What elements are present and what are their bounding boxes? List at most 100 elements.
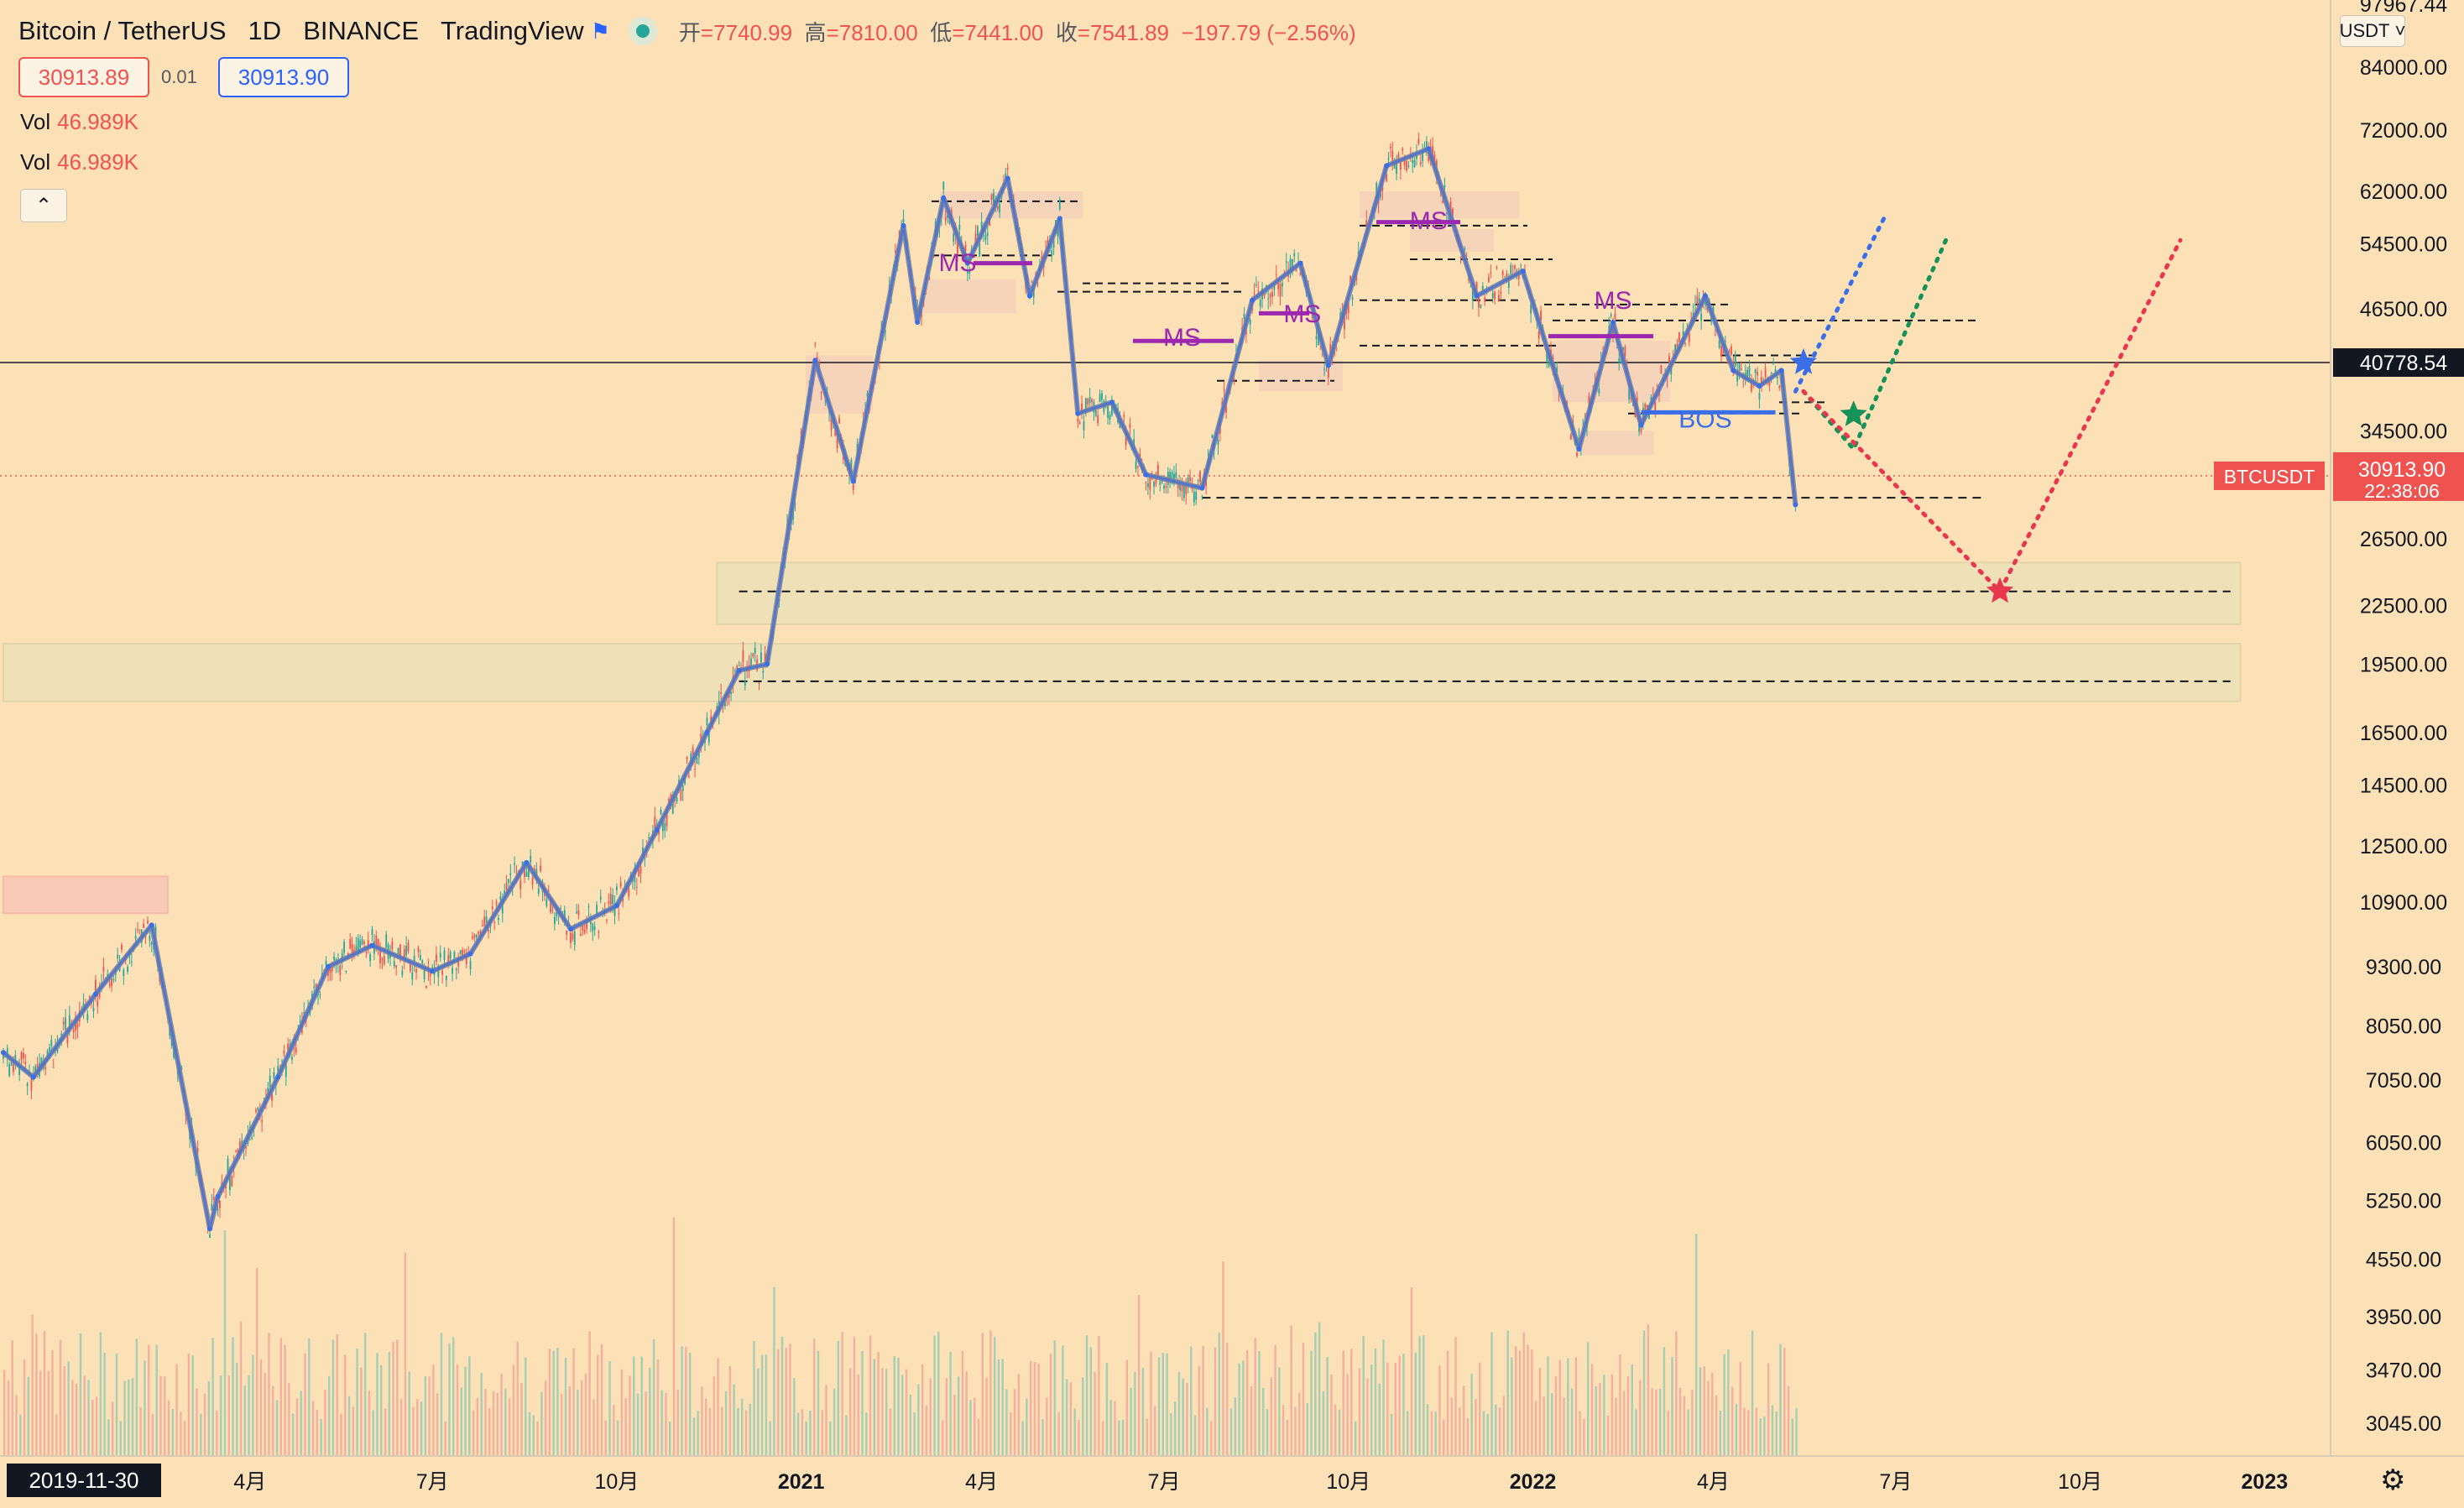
volume-bar bbox=[448, 1343, 451, 1455]
candle-body bbox=[40, 1057, 43, 1065]
volume-bar bbox=[629, 1375, 631, 1455]
volume-bar bbox=[572, 1348, 575, 1455]
volume-bar bbox=[1723, 1354, 1725, 1455]
volume-bar bbox=[1350, 1349, 1353, 1455]
candle-body bbox=[130, 961, 133, 963]
volume-bar bbox=[1506, 1330, 1509, 1455]
chevron-up-icon[interactable]: ⌃ bbox=[20, 189, 67, 222]
volume-bar bbox=[1655, 1389, 1657, 1455]
volume-bar bbox=[352, 1406, 355, 1455]
candle-body bbox=[1628, 385, 1631, 400]
symbol-name[interactable]: Bitcoin / TetherUS bbox=[18, 16, 227, 45]
candle-body bbox=[1285, 261, 1287, 263]
flag-icon[interactable]: ⚑ bbox=[590, 18, 610, 44]
candle-body bbox=[613, 903, 616, 916]
crosshair-price-badge bbox=[2333, 348, 2464, 378]
gear-icon[interactable]: ⚙ bbox=[2380, 1464, 2406, 1496]
candle-body bbox=[1109, 415, 1111, 420]
time-tick-label: 10月 bbox=[595, 1470, 639, 1494]
ms-label: MS bbox=[1410, 207, 1448, 235]
currency-selector[interactable]: USDT ˅ bbox=[2340, 15, 2405, 47]
volume-bar bbox=[1683, 1396, 1686, 1455]
star-icon bbox=[1986, 577, 2014, 603]
volume-bar bbox=[79, 1333, 82, 1455]
volume-bar bbox=[713, 1376, 715, 1455]
candle-body bbox=[238, 1141, 241, 1152]
candle-body bbox=[1402, 149, 1404, 151]
candle-body bbox=[979, 243, 981, 257]
candle-body bbox=[547, 890, 550, 891]
candle-body bbox=[720, 692, 723, 694]
bos-label: BOS bbox=[1678, 405, 1731, 433]
volume-bar bbox=[913, 1412, 916, 1455]
candle-body bbox=[957, 240, 958, 254]
volume-bar bbox=[1105, 1363, 1109, 1455]
candle-body bbox=[331, 964, 333, 972]
candle-body bbox=[504, 890, 506, 895]
volume-bar bbox=[841, 1332, 843, 1455]
volume-bar bbox=[216, 1410, 218, 1455]
candle-body bbox=[1757, 372, 1758, 376]
volume-bar bbox=[1334, 1404, 1337, 1455]
volume-bar bbox=[295, 1398, 299, 1455]
time-tick-label: 2021 bbox=[778, 1470, 825, 1494]
volume-bar bbox=[1234, 1397, 1237, 1455]
price-axis[interactable]: 84000.00 72000.00 62000.00 54500.00 46500.00… bbox=[2330, 0, 2464, 1455]
interval-label[interactable]: 1D bbox=[248, 16, 282, 45]
volume-bar bbox=[468, 1356, 471, 1455]
volume-bar bbox=[460, 1387, 463, 1455]
candle-body bbox=[1588, 395, 1590, 406]
volume-bar bbox=[1206, 1407, 1209, 1455]
candle-body bbox=[196, 1148, 199, 1152]
volume-legend[interactable]: Vol 46.989K bbox=[20, 109, 139, 134]
candle-body bbox=[1110, 405, 1113, 415]
volume-bar bbox=[155, 1344, 158, 1455]
candle-body bbox=[902, 218, 905, 223]
volume-bar bbox=[1306, 1402, 1308, 1455]
candle-body bbox=[1764, 368, 1767, 377]
volume-bar bbox=[1342, 1350, 1344, 1455]
volume-bar bbox=[1157, 1357, 1161, 1455]
volume-bar bbox=[1527, 1344, 1529, 1455]
volume-legend[interactable]: Vol 46.989K bbox=[20, 149, 139, 175]
candle-body bbox=[563, 910, 566, 917]
candle-body bbox=[616, 886, 618, 890]
candle-body bbox=[1101, 393, 1103, 400]
sell-button[interactable]: 30913.89 bbox=[18, 57, 149, 97]
volume-bar bbox=[656, 1359, 660, 1455]
candle-body bbox=[1748, 366, 1751, 376]
volume-bar bbox=[777, 1349, 780, 1455]
volume-bar bbox=[500, 1374, 503, 1455]
candle-body bbox=[686, 757, 688, 759]
volume-bar bbox=[1286, 1419, 1289, 1455]
volume-bar bbox=[279, 1338, 283, 1455]
candle-body bbox=[556, 909, 558, 917]
candle-body bbox=[1448, 216, 1450, 224]
candle-body bbox=[261, 1119, 264, 1122]
buy-button[interactable]: 30913.90 bbox=[218, 57, 349, 97]
volume-bar bbox=[793, 1378, 796, 1455]
swing-point bbox=[850, 478, 856, 484]
candle-body bbox=[66, 1035, 69, 1044]
volume-bar bbox=[728, 1365, 732, 1455]
candle-body bbox=[283, 1051, 285, 1054]
candle-body bbox=[750, 658, 752, 666]
candle-body bbox=[1481, 285, 1484, 292]
candle-body bbox=[577, 910, 580, 916]
volume-bar bbox=[1374, 1348, 1377, 1455]
swing-point bbox=[765, 661, 770, 667]
volume-bar bbox=[396, 1339, 399, 1455]
volume-bar bbox=[620, 1369, 624, 1455]
volume-bar bbox=[985, 1377, 988, 1455]
volume-bar bbox=[965, 1371, 968, 1455]
candle-body bbox=[329, 968, 331, 973]
volume-bar bbox=[31, 1314, 34, 1455]
volume-bar bbox=[749, 1403, 751, 1455]
candle-body bbox=[635, 886, 638, 888]
volume-bar bbox=[416, 1399, 419, 1455]
swing-point bbox=[941, 195, 947, 201]
order-block bbox=[1578, 430, 1653, 456]
time-axis[interactable]: 4月 7月 10月 2021 4月 7月 10月 2022 4月 7月 10月 2023 bbox=[0, 1455, 2464, 1504]
volume-bar bbox=[556, 1348, 559, 1455]
